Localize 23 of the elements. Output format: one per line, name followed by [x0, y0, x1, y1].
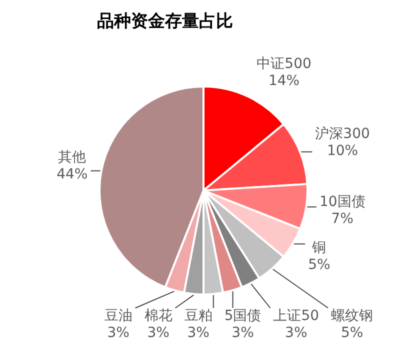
slice-label: 5国债 — [224, 308, 262, 324]
slice-label: 棉花 — [144, 308, 172, 324]
data-label: 14% — [268, 73, 300, 90]
slice-label: 其他 — [58, 149, 86, 166]
slice-label: 上证50 — [273, 308, 320, 324]
slice-label: 豆粕 — [184, 308, 212, 324]
data-label: 3% — [147, 325, 170, 342]
data-label: 3% — [285, 325, 308, 342]
data-label: 5% — [340, 325, 364, 342]
data-label: 44% — [56, 166, 88, 182]
data-label: 10% — [326, 142, 358, 159]
slice-label: 沪深300 — [315, 126, 370, 142]
slice-label: 豆油 — [104, 308, 132, 324]
chart-title: 品种资金存量占比 — [97, 11, 233, 32]
data-label: 5% — [308, 256, 330, 273]
slice-label: 中证500 — [256, 56, 312, 72]
data-label: 7% — [331, 210, 354, 227]
slice-label: 10国债 — [319, 194, 366, 210]
data-label: 3% — [232, 325, 254, 342]
data-label: 3% — [107, 325, 130, 342]
slice-label: 螺纹钢 — [331, 308, 374, 324]
slice-label: 铜 — [311, 240, 326, 256]
data-label: 3% — [187, 325, 210, 342]
